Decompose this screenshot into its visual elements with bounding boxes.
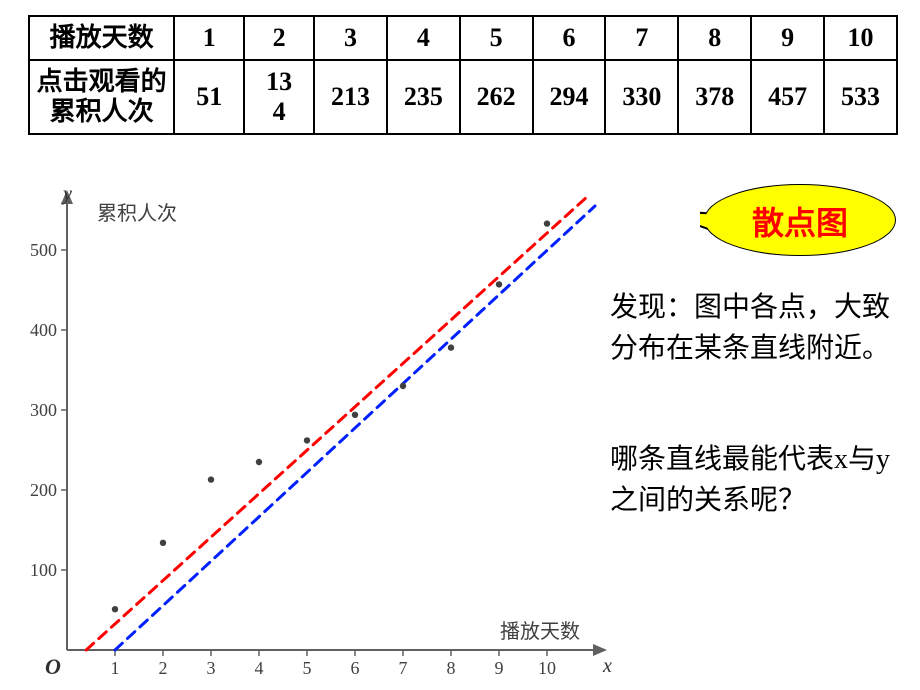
svg-text:10: 10 — [538, 658, 556, 678]
svg-text:9: 9 — [495, 658, 504, 678]
day-cell: 3 — [314, 16, 387, 60]
day-cell: 6 — [533, 16, 606, 60]
day-cell: 8 — [678, 16, 751, 60]
day-cell: 1 — [174, 16, 244, 60]
svg-text:3: 3 — [207, 658, 216, 678]
svg-text:x: x — [602, 655, 612, 677]
svg-text:500: 500 — [30, 240, 57, 260]
svg-text:2: 2 — [159, 658, 168, 678]
day-cell: 5 — [460, 16, 533, 60]
count-cell: 294 — [533, 60, 606, 134]
svg-text:1: 1 — [111, 658, 120, 678]
count-cell: 51 — [174, 60, 244, 134]
question-text: 哪条直线最能代表x与y之间的关系呢？ — [610, 440, 900, 521]
table-row-days: 播放天数 1 2 3 4 5 6 7 8 9 10 — [29, 16, 897, 60]
discovery-text: 发现：图中各点，大致分布在某条直线附近。 — [610, 288, 900, 369]
svg-text:200: 200 — [30, 480, 57, 500]
svg-text:y: y — [61, 183, 72, 205]
day-cell: 10 — [824, 16, 897, 60]
day-cell: 9 — [751, 16, 824, 60]
day-cell: 4 — [387, 16, 460, 60]
row-header-days: 播放天数 — [29, 16, 174, 60]
count-cell: 213 — [314, 60, 387, 134]
svg-text:400: 400 — [30, 320, 57, 340]
table-row-counts: 点击观看的累积人次 51 134 213 235 262 294 330 378… — [29, 60, 897, 134]
count-cell: 457 — [751, 60, 824, 134]
svg-text:O: O — [45, 654, 61, 679]
data-table: 播放天数 1 2 3 4 5 6 7 8 9 10 点击观看的累积人次 51 1… — [28, 15, 898, 135]
svg-text:8: 8 — [447, 658, 456, 678]
svg-text:300: 300 — [30, 400, 57, 420]
svg-text:7: 7 — [399, 658, 408, 678]
svg-text:4: 4 — [255, 658, 264, 678]
svg-text:100: 100 — [30, 560, 57, 580]
day-cell: 7 — [605, 16, 678, 60]
svg-text:5: 5 — [303, 658, 312, 678]
scatter-chart: 1 2 3 4 5 6 7 8 9 10 100 200 300 400 500 累积人次播放天数 Oy x — [12, 175, 612, 680]
row-header-counts: 点击观看的累积人次 — [29, 60, 174, 134]
count-cell: 134 — [244, 60, 314, 134]
day-cell: 2 — [244, 16, 314, 60]
callout-bubble: 散点图 — [700, 180, 900, 260]
svg-text:累积人次: 累积人次 — [97, 202, 177, 225]
count-cell: 262 — [460, 60, 533, 134]
svg-text:播放天数: 播放天数 — [500, 620, 580, 643]
callout-label: 散点图 — [700, 198, 900, 244]
count-cell: 533 — [824, 60, 897, 134]
count-cell: 235 — [387, 60, 460, 134]
svg-text:6: 6 — [351, 658, 360, 678]
count-cell: 378 — [678, 60, 751, 134]
count-cell: 330 — [605, 60, 678, 134]
